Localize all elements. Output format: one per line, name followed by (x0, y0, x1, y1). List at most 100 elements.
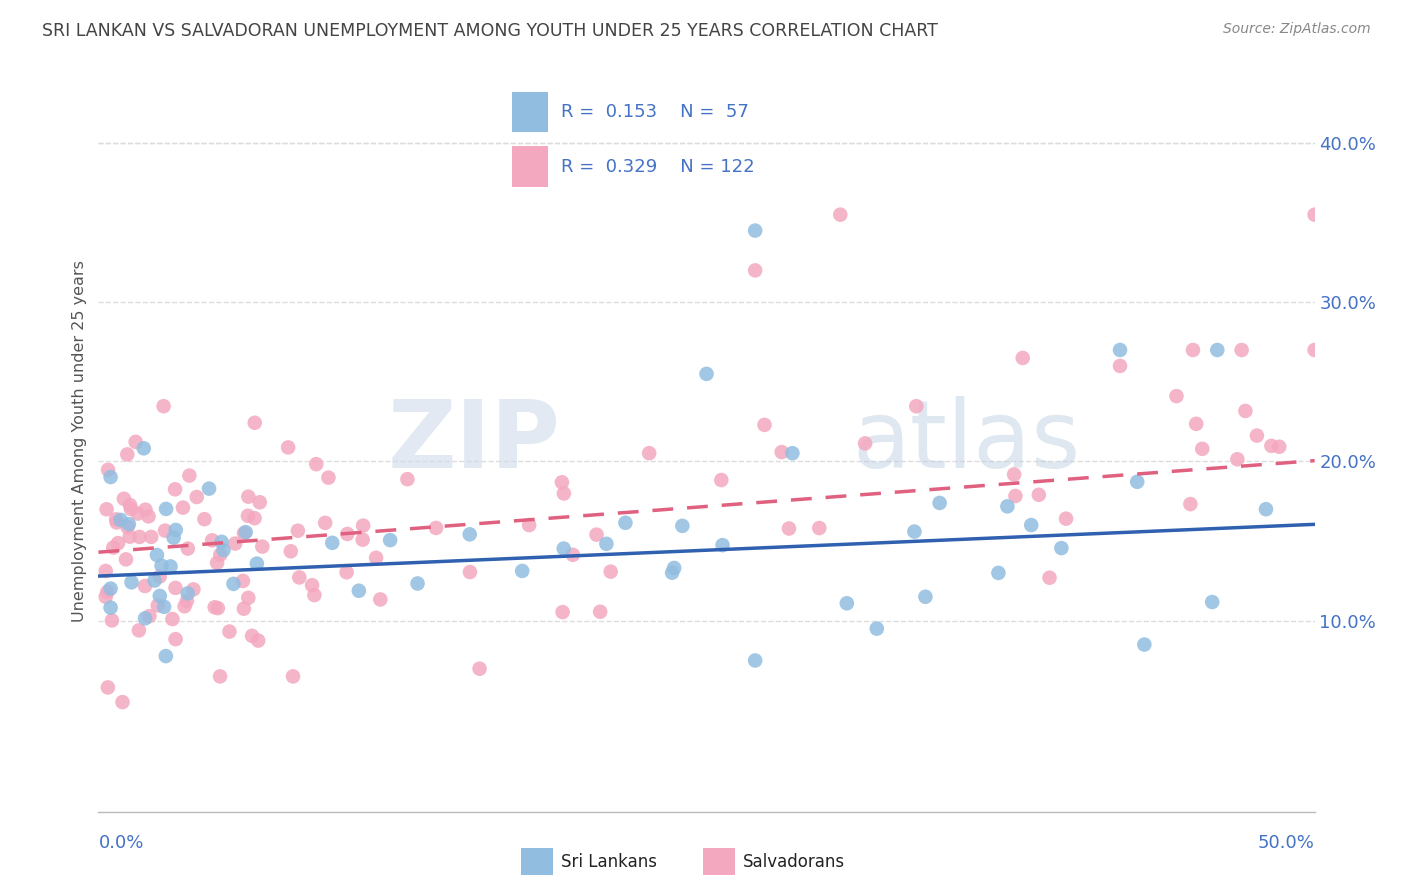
Point (710, 473, 733, 487)
Point (212, 543, 235, 558)
Point (232, 574, 254, 588)
Point (211, 534, 233, 549)
Point (138, 609, 160, 624)
Point (118, 530, 141, 544)
Point (94, 564, 117, 578)
Point (177, 541, 200, 556)
Point (336, 527, 359, 541)
Point (378, 533, 401, 548)
Bar (703, 848, 735, 875)
Point (458, 565, 481, 579)
Point (425, 521, 447, 535)
Point (396, 472, 419, 486)
Point (117, 447, 139, 461)
Point (153, 599, 176, 614)
Point (866, 622, 889, 636)
Point (336, 566, 359, 580)
Point (287, 524, 309, 538)
Point (118, 517, 141, 532)
Point (1254, 502, 1277, 516)
Point (321, 536, 343, 550)
Point (105, 512, 128, 526)
Point (1182, 343, 1205, 357)
Point (1109, 359, 1132, 373)
Point (696, 367, 718, 381)
Point (235, 525, 257, 540)
Bar (512, 146, 547, 187)
Point (134, 579, 156, 593)
Point (247, 633, 270, 648)
Point (149, 589, 172, 603)
Point (97, 463, 120, 477)
Point (232, 601, 254, 615)
Point (150, 558, 173, 573)
Point (243, 511, 266, 525)
Point (233, 526, 256, 541)
Point (209, 548, 232, 562)
Point (551, 605, 574, 619)
Point (1004, 489, 1026, 503)
Point (103, 541, 125, 555)
Point (744, 653, 766, 667)
Point (204, 600, 226, 615)
Point (305, 457, 328, 471)
Point (162, 612, 184, 626)
Point (364, 550, 387, 565)
Point (159, 559, 181, 574)
Point (165, 632, 187, 647)
Point (186, 490, 208, 504)
Point (155, 649, 177, 664)
Point (1206, 343, 1229, 357)
Point (614, 516, 637, 530)
Point (100, 470, 122, 484)
Point (551, 475, 574, 490)
Point (1201, 595, 1223, 609)
Point (120, 498, 142, 512)
Point (155, 502, 177, 516)
Point (177, 586, 200, 600)
Point (318, 470, 340, 484)
Point (179, 468, 201, 483)
Point (143, 574, 166, 588)
Point (835, 596, 858, 610)
Point (201, 533, 224, 548)
Point (134, 611, 156, 625)
Point (754, 417, 776, 432)
Text: atlas: atlas (852, 395, 1081, 488)
Text: Salvadorans: Salvadorans (742, 853, 845, 871)
Point (1126, 475, 1149, 489)
Point (314, 516, 336, 530)
Point (115, 552, 138, 566)
Point (301, 578, 323, 592)
Point (111, 695, 134, 709)
Point (246, 557, 269, 571)
Point (1050, 541, 1073, 555)
Point (165, 581, 187, 595)
Point (914, 590, 936, 604)
Y-axis label: Unemployment Among Youth under 25 years: Unemployment Among Youth under 25 years (72, 260, 87, 623)
Point (121, 575, 143, 590)
Point (240, 629, 263, 643)
Text: 0.0%: 0.0% (98, 834, 143, 852)
Point (903, 524, 925, 539)
Point (1226, 452, 1249, 467)
Bar (520, 848, 553, 875)
Point (152, 399, 174, 413)
Point (1166, 389, 1188, 403)
Point (468, 662, 491, 676)
Point (1019, 518, 1042, 533)
Point (249, 495, 271, 509)
Point (112, 491, 135, 506)
Point (770, 445, 793, 459)
Point (132, 442, 155, 456)
Point (1303, 343, 1326, 357)
Point (96, 585, 118, 599)
Point (146, 599, 169, 613)
Point (638, 446, 661, 460)
Point (173, 599, 195, 614)
Point (288, 570, 311, 584)
Point (661, 566, 683, 580)
Point (1133, 638, 1156, 652)
Text: ZIP: ZIP (388, 395, 561, 488)
Point (128, 624, 150, 638)
